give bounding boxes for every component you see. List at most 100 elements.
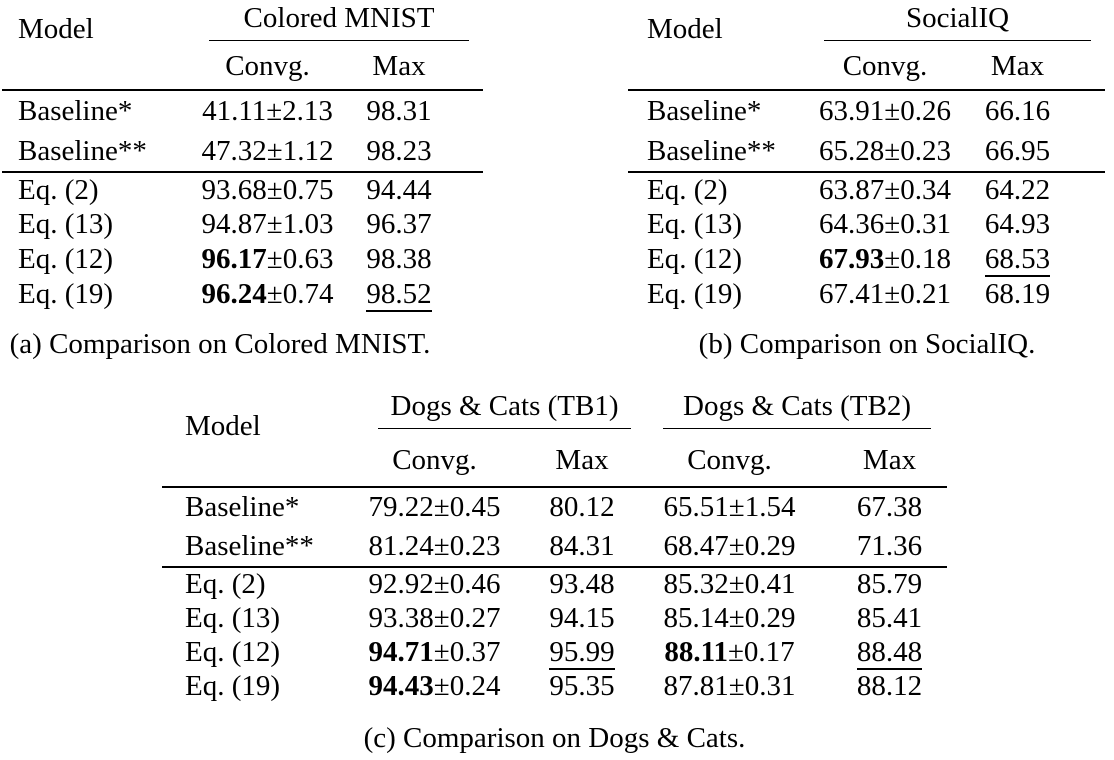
max-value: 95.35 bbox=[549, 669, 615, 702]
dataset-group-header: Colored MNIST bbox=[195, 0, 483, 44]
mean-value: 81.24 bbox=[368, 530, 434, 562]
table-header-row: Model SocialIQ bbox=[628, 0, 1105, 91]
max-cell-tb2: 88.12 bbox=[812, 669, 947, 703]
model-cell: Eq. (12) bbox=[647, 243, 743, 275]
table-subheader-row: Convg. Max bbox=[628, 44, 1105, 91]
max-value: 98.23 bbox=[366, 134, 432, 167]
max-cell: 64.22 bbox=[960, 172, 1105, 207]
convg-cell: 47.32±1.12 bbox=[195, 131, 340, 173]
convg-cell-tb1: 93.38±0.27 bbox=[362, 601, 507, 635]
max-cell: 98.31 bbox=[340, 90, 483, 131]
mean-value: 65.51 bbox=[663, 491, 729, 523]
table-row: Eq. (12) 67.93±0.18 68.53 bbox=[628, 242, 1105, 277]
table-row: Eq. (19) 94.43±0.24 95.35 87.81±0.31 88.… bbox=[162, 669, 947, 703]
table-row: Baseline** 81.24±0.23 84.31 68.47±0.29 7… bbox=[162, 527, 947, 568]
max-cell: 96.37 bbox=[340, 207, 483, 242]
subfigure-caption-a: (a) Comparison on Colored MNIST. bbox=[9, 328, 431, 360]
mean-value: 65.28 bbox=[819, 134, 885, 167]
model-cell: Baseline* bbox=[647, 94, 762, 127]
subfigure-caption-c: (c) Comparison on Dogs & Cats. bbox=[363, 722, 746, 754]
max-cell-tb2: 88.48 bbox=[812, 635, 947, 670]
model-cell: Baseline* bbox=[18, 94, 133, 127]
std-value: ±1.54 bbox=[728, 491, 796, 523]
convg-cell: 94.87±1.03 bbox=[195, 207, 340, 242]
std-value: ±0.41 bbox=[728, 568, 796, 600]
table-row: Eq. (19) 67.41±0.21 68.19 bbox=[628, 277, 1105, 312]
max-value: 98.38 bbox=[366, 243, 432, 275]
table-colored-mnist: Model Colored MNIST Convg. Max Baseline*… bbox=[2, 0, 484, 312]
convg-cell: 63.87±0.34 bbox=[810, 172, 960, 207]
convg-cell: 67.93±0.18 bbox=[810, 242, 960, 277]
max-column-header: Max bbox=[960, 44, 1105, 91]
max-value: 94.44 bbox=[366, 173, 432, 206]
table-row: Eq. (19) 96.24±0.74 98.52 bbox=[2, 277, 483, 312]
table-subheader-row: Convg. Max Convg. Max bbox=[162, 434, 947, 488]
mean-value: 87.81 bbox=[663, 669, 729, 702]
model-cell: Eq. (19) bbox=[647, 278, 743, 310]
convg-column-header: Convg. bbox=[195, 44, 340, 91]
table-subheader-row: Convg. Max bbox=[2, 44, 484, 91]
max-value: 66.16 bbox=[984, 94, 1051, 127]
max-cell: 98.38 bbox=[340, 242, 483, 277]
convg-cell-tb2: 68.47±0.29 bbox=[647, 527, 812, 568]
dataset-group-header-tb1: Dogs & Cats (TB1) bbox=[362, 388, 647, 434]
max-cell-tb1: 80.12 bbox=[507, 487, 647, 527]
model-cell: Eq. (13) bbox=[647, 208, 743, 240]
std-value: ±0.27 bbox=[433, 601, 501, 634]
mean-value: 94.71 bbox=[368, 635, 434, 668]
convg-cell: 96.24±0.74 bbox=[195, 277, 340, 312]
table-row: Eq. (13) 64.36±0.31 64.93 bbox=[628, 207, 1105, 242]
convg-cell: 93.68±0.75 bbox=[195, 172, 340, 207]
max-value: 71.36 bbox=[856, 530, 923, 562]
convg-cell-tb1: 94.43±0.24 bbox=[362, 669, 507, 703]
mean-value: 85.14 bbox=[663, 601, 729, 634]
model-cell: Eq. (13) bbox=[18, 208, 114, 240]
dataset-group-label-tb1: Dogs & Cats (TB1) bbox=[378, 390, 631, 429]
table-row: Eq. (12) 96.17±0.63 98.38 bbox=[2, 242, 483, 277]
max-cell-tb1: 95.99 bbox=[507, 635, 647, 670]
convg-cell: 64.36±0.31 bbox=[810, 207, 960, 242]
model-cell: Baseline* bbox=[185, 491, 300, 523]
convg-cell-tb2: 88.11±0.17 bbox=[647, 635, 812, 669]
max-cell-tb1: 94.15 bbox=[507, 601, 647, 635]
dataset-group-label: Colored MNIST bbox=[209, 2, 470, 41]
convg-cell: 63.91±0.26 bbox=[810, 90, 960, 131]
model-cell: Eq. (2) bbox=[185, 568, 266, 600]
std-value: ±0.26 bbox=[884, 94, 951, 127]
max-cell: 66.95 bbox=[960, 131, 1105, 173]
mean-value: 67.41 bbox=[819, 278, 885, 310]
max-column-header-tb1: Max bbox=[507, 434, 647, 488]
std-value: ±0.23 bbox=[433, 530, 501, 562]
mean-value: 94.87 bbox=[201, 208, 267, 240]
mean-value: 64.36 bbox=[819, 208, 885, 240]
max-column-header: Max bbox=[340, 44, 484, 91]
std-value: ±1.12 bbox=[266, 134, 334, 167]
mean-value: 67.93 bbox=[819, 243, 885, 275]
dataset-group-label: SocialIQ bbox=[824, 2, 1091, 41]
max-value: 93.48 bbox=[549, 568, 615, 600]
convg-cell: 96.17±0.63 bbox=[195, 242, 340, 277]
table-row: Eq. (2) 63.87±0.34 64.22 bbox=[628, 172, 1105, 207]
max-value: 88.12 bbox=[856, 669, 923, 702]
convg-cell: 41.11±2.13 bbox=[195, 90, 340, 131]
max-value: 98.52 bbox=[366, 278, 432, 312]
mean-value: 41.11 bbox=[202, 94, 267, 127]
table-row: Baseline* 41.11±2.13 98.31 bbox=[2, 90, 483, 131]
std-value: ±0.29 bbox=[728, 601, 796, 634]
std-value: ±0.17 bbox=[727, 635, 795, 668]
table-row: Eq. (2) 92.92±0.46 93.48 85.32±0.41 85.7… bbox=[162, 567, 947, 601]
dataset-group-header-tb2: Dogs & Cats (TB2) bbox=[647, 388, 947, 434]
std-value: ±0.75 bbox=[266, 173, 334, 206]
convg-cell-tb1: 92.92±0.46 bbox=[362, 567, 507, 601]
std-value: ±0.34 bbox=[884, 173, 951, 206]
model-column-header: Model bbox=[162, 388, 362, 488]
max-value: 95.99 bbox=[549, 635, 615, 670]
max-cell-tb2: 67.38 bbox=[812, 487, 947, 527]
std-value: ±0.74 bbox=[266, 278, 334, 310]
table-row: Eq. (13) 94.87±1.03 96.37 bbox=[2, 207, 483, 242]
std-value: ±0.31 bbox=[728, 669, 796, 702]
table-dogs-cats: Model Dogs & Cats (TB1) Dogs & Cats (TB2… bbox=[162, 388, 947, 703]
max-cell: 98.52 bbox=[340, 277, 483, 312]
mean-value: 96.17 bbox=[201, 243, 267, 275]
model-cell: Baseline** bbox=[2, 131, 195, 173]
